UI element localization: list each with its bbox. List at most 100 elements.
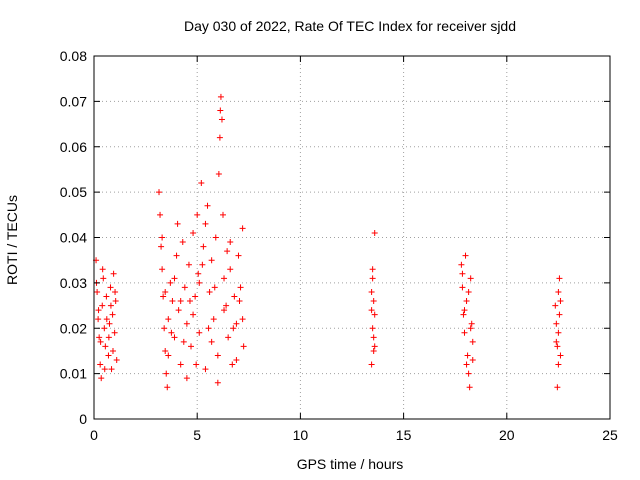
data-point [173,252,180,259]
data-point [156,189,163,196]
data-point [180,338,187,345]
data-point [177,361,184,368]
data-point [227,239,234,246]
data-point [111,329,118,336]
data-point [179,239,186,246]
data-point [94,288,101,295]
data-point [165,352,172,359]
data-point [371,229,378,236]
data-point [461,329,468,336]
data-point [467,325,474,332]
data-point [208,338,215,345]
data-point [171,334,178,341]
data-point [459,270,466,277]
data-point [463,298,470,305]
data-point [112,288,119,295]
data-point [188,343,195,350]
data-point [183,320,190,327]
data-point [216,134,223,141]
data-point [554,384,561,391]
data-point [198,180,205,187]
data-point [465,370,472,377]
data-point [161,325,168,332]
data-point [555,329,562,336]
x-tick-label: 0 [90,427,98,443]
data-point [190,311,197,318]
data-points [93,93,564,391]
data-point [371,343,378,350]
data-point [103,293,110,300]
y-tick-label: 0.05 [60,184,87,200]
data-point [107,302,114,309]
data-point [183,375,190,382]
data-point [459,284,466,291]
data-point [461,307,468,314]
data-point [106,320,113,327]
data-point [468,320,475,327]
data-point [557,352,564,359]
data-point [230,325,237,332]
data-point [210,316,217,323]
data-point [205,325,212,332]
data-point [215,170,222,177]
data-point [171,275,178,282]
data-point [555,361,562,368]
data-point [221,275,228,282]
y-tick-label: 0.03 [60,275,87,291]
data-point [101,366,108,373]
y-tick-label: 0.04 [60,230,87,246]
data-point [186,298,193,305]
data-point [159,234,166,241]
data-point [552,302,559,309]
data-point [102,343,109,350]
data-point [224,248,231,255]
grid-lines [94,56,610,419]
data-point [214,352,221,359]
x-axis-label: GPS time / hours [296,456,404,472]
data-point [99,302,106,309]
data-point [557,298,564,305]
data-point [227,266,234,273]
data-point [464,352,471,359]
data-point [237,284,244,291]
data-point [181,284,188,291]
data-point [212,234,219,241]
data-point [368,288,375,295]
data-point [368,307,375,314]
data-point [369,325,376,332]
data-point [97,338,104,345]
x-tick-label: 15 [396,427,412,443]
data-point [194,211,201,218]
data-point [236,298,243,305]
data-point [233,357,240,364]
data-point [233,320,240,327]
data-point [370,298,377,305]
data-point [371,311,378,318]
data-point [229,361,236,368]
data-point [206,288,213,295]
data-point [221,307,228,314]
data-point [163,370,170,377]
data-point [100,275,107,282]
y-tick-label: 0.08 [60,48,87,64]
x-tick-label: 20 [499,427,515,443]
data-point [218,116,225,123]
data-point [165,316,172,323]
data-point [211,284,218,291]
data-point [162,347,169,354]
data-point [157,211,164,218]
data-point [556,275,563,282]
data-point [235,252,242,259]
data-point [466,384,473,391]
data-point [109,311,116,318]
data-point [101,325,108,332]
data-point [553,320,560,327]
data-point [467,275,474,282]
data-point [369,266,376,273]
data-point [368,361,375,368]
data-point [469,357,476,364]
data-point [113,357,120,364]
x-tick-label: 25 [602,427,618,443]
data-point [103,316,110,323]
data-point [158,243,165,250]
